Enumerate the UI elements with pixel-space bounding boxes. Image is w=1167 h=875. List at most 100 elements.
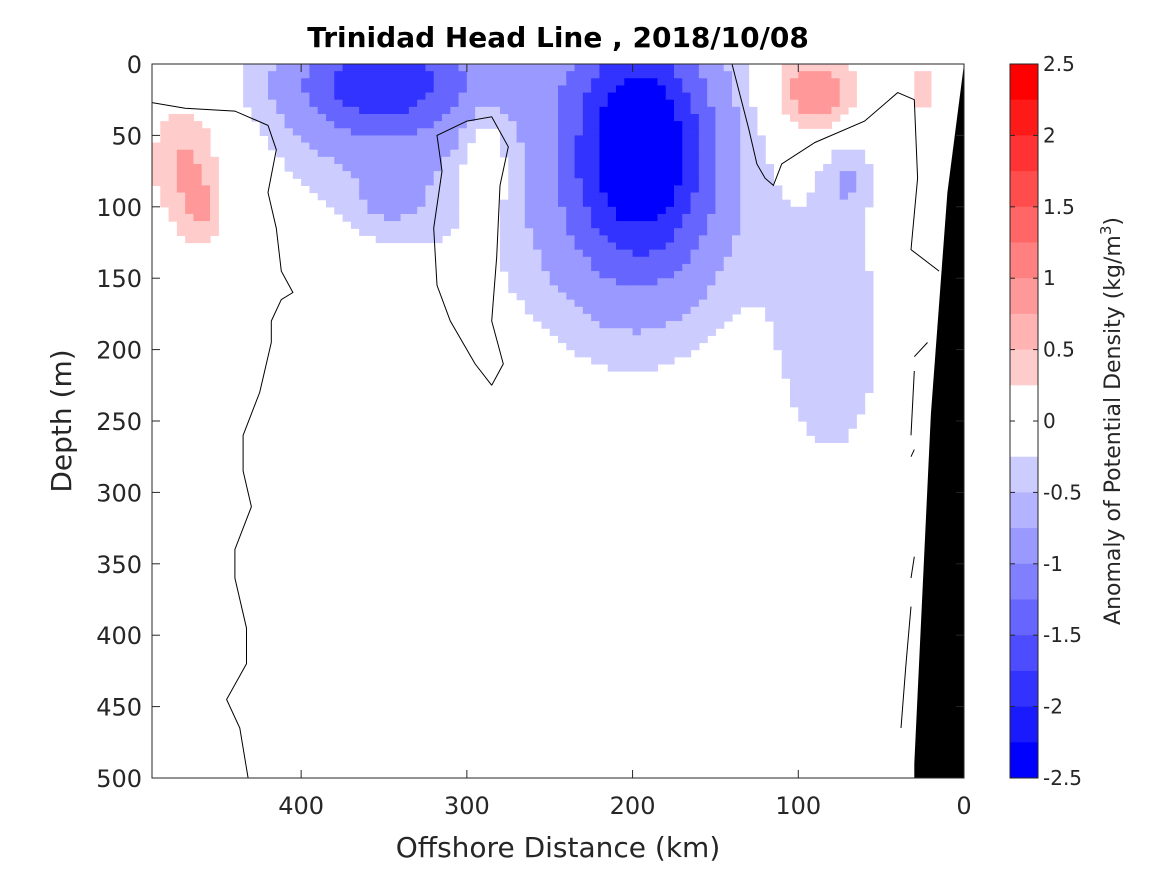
field-cell <box>707 228 717 236</box>
field-cell <box>160 171 170 179</box>
field-cell <box>864 342 874 351</box>
field-cell <box>624 106 634 115</box>
field-cell <box>417 156 427 165</box>
field-cell <box>864 321 874 329</box>
field-cell <box>698 78 708 87</box>
field-cell <box>168 171 178 179</box>
field-cell <box>549 106 559 115</box>
field-cell <box>781 92 791 101</box>
field-cell <box>798 213 808 222</box>
field-cell <box>599 185 609 194</box>
anomaly-field <box>152 64 932 444</box>
field-cell <box>748 242 758 251</box>
field-cell <box>823 285 833 294</box>
field-cell <box>657 349 667 358</box>
field-cell <box>533 256 543 265</box>
field-cell <box>814 199 824 208</box>
field-cell <box>566 149 576 158</box>
field-cell <box>781 242 791 251</box>
field-cell <box>599 78 609 87</box>
field-cell <box>723 292 733 301</box>
field-cell <box>541 306 551 315</box>
field-cell <box>839 342 849 351</box>
field-cell <box>566 156 576 165</box>
field-cell <box>466 71 476 79</box>
field-cell <box>864 378 874 386</box>
field-cell <box>334 64 344 72</box>
field-cell <box>806 342 816 351</box>
field-cell <box>856 406 866 415</box>
field-cell <box>690 278 700 286</box>
field-cell <box>292 85 302 94</box>
field-cell <box>607 149 617 158</box>
field-cell <box>831 335 841 344</box>
field-cell <box>806 99 816 108</box>
field-cell <box>831 428 841 436</box>
field-cell <box>922 78 932 87</box>
field-cell <box>848 156 857 165</box>
field-cell <box>665 292 675 301</box>
field-cell <box>682 128 692 136</box>
field-cell <box>616 271 625 279</box>
field-cell <box>566 99 576 108</box>
field-cell <box>433 221 443 229</box>
field-cell <box>201 142 211 151</box>
field-cell <box>582 178 592 186</box>
field-cell <box>790 356 799 365</box>
field-cell <box>591 171 601 179</box>
field-cell <box>616 99 625 108</box>
field-cell <box>384 121 393 129</box>
field-cell <box>831 92 841 101</box>
field-cell <box>582 142 592 151</box>
field-cell <box>491 113 501 122</box>
field-cell <box>831 278 841 286</box>
field-cell <box>848 392 857 401</box>
field-cell <box>582 199 592 208</box>
field-cell <box>707 85 717 94</box>
field-cell <box>425 235 435 244</box>
field-cell <box>773 335 783 344</box>
field-cell <box>756 171 766 179</box>
field-cell <box>268 64 277 72</box>
field-cell <box>690 92 700 101</box>
field-cell <box>400 121 410 129</box>
field-cell <box>541 292 551 301</box>
field-cell <box>334 121 344 129</box>
field-cell <box>856 171 866 179</box>
field-cell <box>756 249 766 258</box>
field-cell <box>864 292 874 301</box>
field-cell <box>674 206 683 215</box>
field-cell <box>814 292 824 301</box>
field-cell <box>508 235 518 244</box>
field-cell <box>856 306 866 315</box>
field-cell <box>848 385 857 394</box>
field-cell <box>582 128 592 136</box>
field-cell <box>334 156 344 165</box>
field-cell <box>334 85 344 94</box>
colorbar-tick-label: -2 <box>1043 695 1063 719</box>
field-cell <box>425 71 435 79</box>
field-cell <box>856 163 866 172</box>
field-cell <box>442 142 451 151</box>
field-cell <box>781 306 791 315</box>
field-cell <box>632 356 642 365</box>
field-cell <box>831 185 841 194</box>
field-cell <box>657 278 667 286</box>
field-cell <box>665 135 675 144</box>
field-cell <box>549 299 559 308</box>
field-cell <box>781 356 791 365</box>
field-cell <box>823 106 833 115</box>
field-cell <box>500 228 509 236</box>
field-cell <box>566 328 576 336</box>
field-cell <box>831 163 841 172</box>
field-cell <box>425 156 435 165</box>
field-cell <box>657 306 667 315</box>
field-cell <box>491 71 501 79</box>
colorbar-band <box>1010 99 1038 136</box>
plot-area <box>152 64 964 778</box>
field-cell <box>616 249 625 258</box>
field-cell <box>823 399 833 408</box>
field-cell <box>508 99 518 108</box>
field-cell <box>715 199 725 208</box>
colorbar-band <box>1010 563 1038 600</box>
